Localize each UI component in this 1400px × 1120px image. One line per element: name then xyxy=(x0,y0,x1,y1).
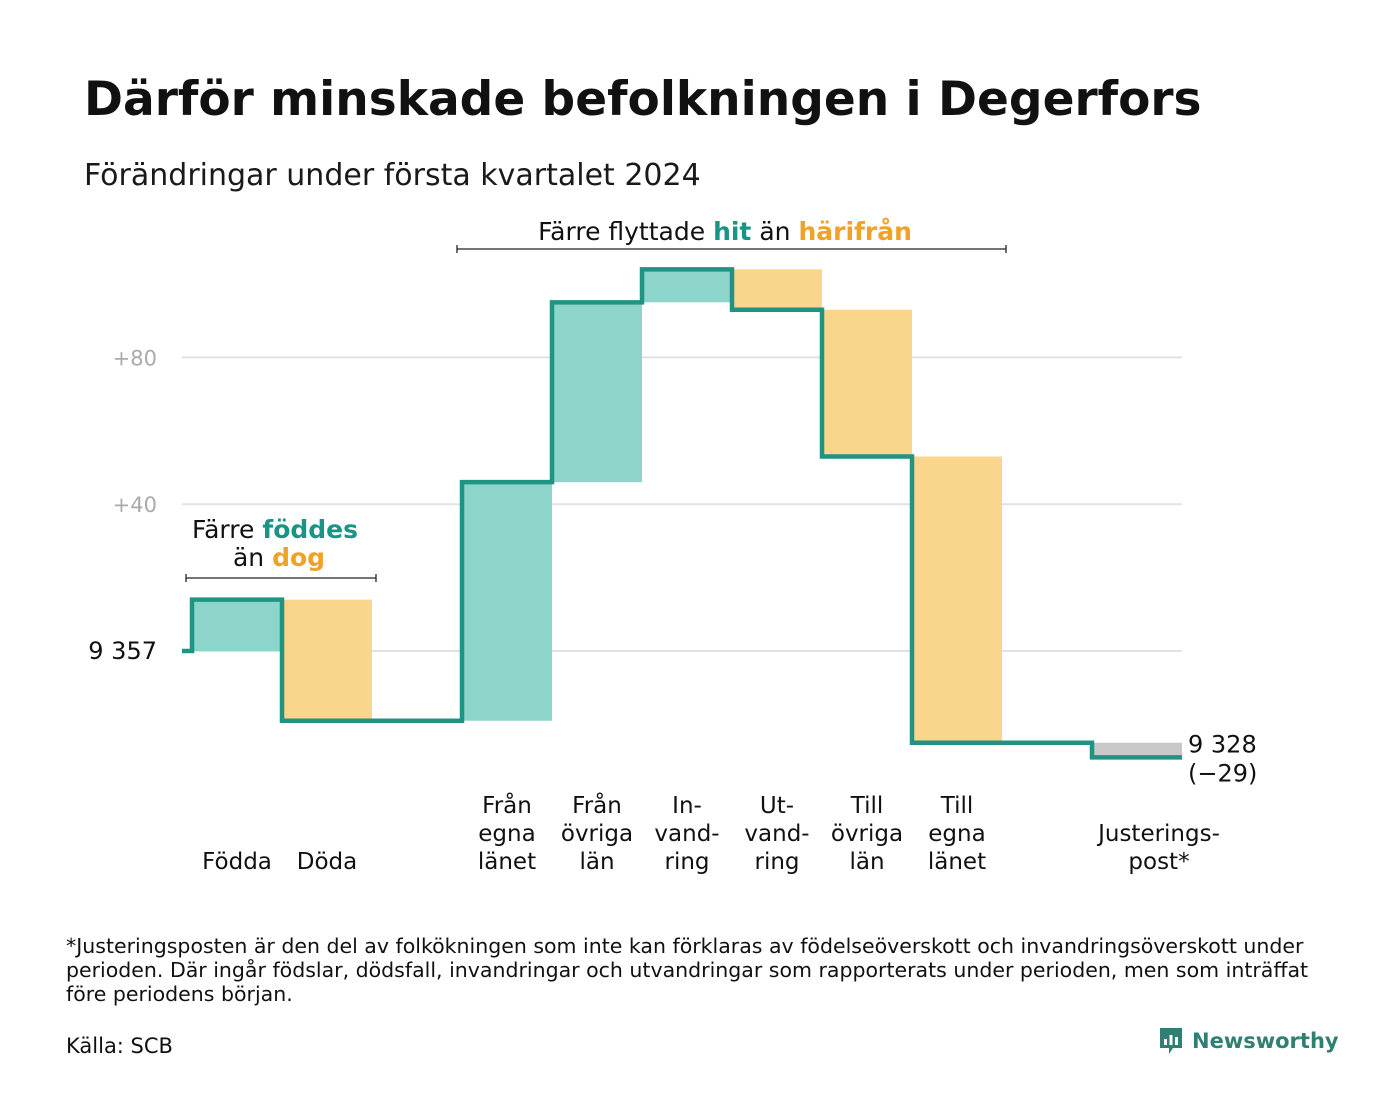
annotation-text: Färre flyttade xyxy=(538,217,713,246)
category-label: Ut- xyxy=(760,793,794,819)
footnote: *Justeringsposten är den del av folkökni… xyxy=(66,934,1309,1006)
newsworthy-chart-icon xyxy=(1160,1028,1182,1054)
end-change-label: (−29) xyxy=(1188,759,1257,787)
bar-outflow-1 xyxy=(282,599,372,721)
bar-inflow-5 xyxy=(642,269,732,303)
annotation-births-line1: Färre föddes xyxy=(192,515,358,544)
bar-outflow-8 xyxy=(912,456,1002,743)
newsworthy-logo: Newsworthy xyxy=(1158,1026,1339,1056)
category-label: vand- xyxy=(654,821,719,847)
bar-inflow-3 xyxy=(462,482,552,721)
bar-outflow-6 xyxy=(732,269,822,310)
category-label: Från xyxy=(572,791,622,819)
y-tick-label: +40 xyxy=(113,493,157,517)
category-label: län xyxy=(849,849,884,875)
y-tick-label: +80 xyxy=(113,346,157,370)
annotation-text: Färre xyxy=(192,515,262,544)
category-label: Döda xyxy=(297,849,357,875)
source-credit: Källa: SCB xyxy=(66,1034,173,1058)
category-label: post* xyxy=(1128,849,1189,875)
category-label: Till xyxy=(850,793,884,819)
end-value-label: 9 328 xyxy=(1188,730,1257,758)
category-label: In- xyxy=(672,793,702,819)
category-label: övriga xyxy=(561,821,633,847)
annotation-text: än xyxy=(751,217,798,246)
annotation-migration: Färre flyttade hit än härifrån xyxy=(538,217,912,246)
chart-title: Därför minskade befolkningen i Degerfors xyxy=(84,72,1202,127)
annotation-highlight-dog: dog xyxy=(272,543,325,572)
annotation-highlight-hit: hit xyxy=(713,217,751,246)
category-label: ring xyxy=(754,849,799,875)
annotation-highlight-harifran: härifrån xyxy=(798,217,911,246)
chart-subtitle: Förändringar under första kvartalet 2024 xyxy=(84,158,701,193)
bar-outflow-7 xyxy=(822,309,912,457)
category-label: Justerings- xyxy=(1096,821,1220,847)
category-label: ring xyxy=(664,849,709,875)
category-label: län xyxy=(579,849,614,875)
bar-adjustment-10 xyxy=(1092,742,1182,758)
category-label: egna xyxy=(478,821,535,847)
category-label: vand- xyxy=(744,821,809,847)
bar-inflow-4 xyxy=(552,302,642,483)
bar-inflow-0 xyxy=(192,599,282,651)
annotation-births-line2: än dog xyxy=(233,543,325,572)
category-label: länet xyxy=(478,849,536,875)
annotation-text: än xyxy=(233,543,272,572)
step-line xyxy=(182,267,1182,760)
category-label: Till xyxy=(940,793,974,819)
start-value-label: 9 357 xyxy=(88,637,157,665)
annotation-highlight-foddes: föddes xyxy=(262,515,358,544)
category-label: övriga xyxy=(831,821,903,847)
category-label: länet xyxy=(928,849,986,875)
category-label: egna xyxy=(928,821,985,847)
category-label: Födda xyxy=(202,849,272,875)
brand-name: Newsworthy xyxy=(1192,1029,1339,1053)
category-label: Från xyxy=(482,791,532,819)
